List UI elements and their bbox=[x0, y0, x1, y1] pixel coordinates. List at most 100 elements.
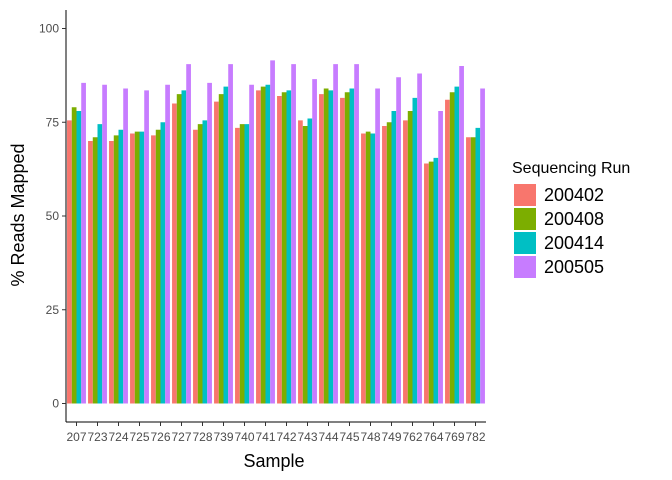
bar bbox=[228, 64, 233, 404]
bar bbox=[354, 64, 359, 404]
x-axis-title: Sample bbox=[243, 451, 304, 471]
bar bbox=[412, 97, 418, 404]
bar-group bbox=[67, 60, 485, 404]
bar bbox=[307, 118, 313, 404]
bar bbox=[319, 94, 324, 404]
x-tick-label: 745 bbox=[339, 430, 359, 444]
legend-swatch bbox=[514, 184, 536, 206]
x-tick-label: 769 bbox=[444, 430, 464, 444]
legend-label: 200505 bbox=[544, 257, 604, 277]
x-tick-label: 740 bbox=[234, 430, 254, 444]
legend-swatch bbox=[514, 232, 536, 254]
y-tick-label: 75 bbox=[46, 115, 60, 129]
bar bbox=[134, 131, 140, 404]
x-tick-label: 739 bbox=[213, 430, 233, 444]
bar bbox=[391, 111, 397, 404]
x-tick-label: 207 bbox=[66, 430, 86, 444]
bar bbox=[176, 94, 182, 404]
bar bbox=[428, 161, 434, 404]
bar bbox=[433, 157, 439, 404]
bar bbox=[76, 111, 82, 404]
bar bbox=[407, 111, 413, 404]
x-tick-label: 723 bbox=[87, 430, 107, 444]
bar bbox=[193, 129, 198, 404]
x-tick-label: 725 bbox=[129, 430, 149, 444]
bar bbox=[375, 88, 380, 404]
bar bbox=[344, 92, 350, 404]
y-tick-label: 0 bbox=[52, 397, 59, 411]
bar bbox=[328, 90, 334, 404]
x-tick-label: 748 bbox=[360, 430, 380, 444]
bar bbox=[214, 101, 219, 404]
y-axis-title: % Reads Mapped bbox=[8, 143, 28, 286]
x-tick-label: 744 bbox=[318, 430, 338, 444]
bar bbox=[172, 103, 177, 404]
x-tick-label: 782 bbox=[465, 430, 485, 444]
bar bbox=[71, 107, 77, 404]
bar bbox=[286, 90, 292, 404]
bar bbox=[277, 96, 282, 404]
bar bbox=[298, 120, 303, 404]
bar bbox=[235, 127, 240, 404]
bar bbox=[97, 124, 103, 404]
bar bbox=[223, 86, 229, 404]
x-tick-label: 764 bbox=[423, 430, 443, 444]
bar bbox=[340, 97, 345, 404]
bar bbox=[382, 126, 387, 404]
bar bbox=[139, 131, 145, 404]
x-tick-label: 741 bbox=[255, 430, 275, 444]
bar bbox=[365, 131, 371, 404]
bar bbox=[424, 163, 429, 404]
x-tick-label: 728 bbox=[192, 430, 212, 444]
y-axis-ticks: 0 25 50 75 100 bbox=[39, 22, 66, 411]
bar bbox=[81, 82, 86, 404]
legend-label: 200408 bbox=[544, 209, 604, 229]
bar bbox=[270, 60, 275, 404]
bar bbox=[197, 124, 203, 404]
bar bbox=[291, 64, 296, 404]
bar bbox=[123, 88, 128, 404]
bar bbox=[281, 92, 287, 404]
bar bbox=[181, 90, 187, 404]
bar bbox=[361, 133, 366, 404]
legend-swatch bbox=[514, 256, 536, 278]
bar bbox=[370, 133, 376, 404]
legend-swatch bbox=[514, 208, 536, 230]
bar bbox=[403, 120, 408, 404]
bar bbox=[155, 129, 161, 404]
bar bbox=[312, 79, 317, 404]
bar bbox=[130, 133, 135, 404]
bar bbox=[256, 90, 261, 404]
bar bbox=[396, 77, 401, 404]
bar bbox=[333, 64, 338, 404]
bar bbox=[186, 64, 191, 404]
bar bbox=[417, 73, 422, 404]
y-tick-label: 100 bbox=[39, 22, 59, 36]
bar bbox=[92, 137, 98, 404]
bar bbox=[239, 124, 245, 404]
x-tick-label: 762 bbox=[402, 430, 422, 444]
bar bbox=[113, 135, 119, 404]
bar bbox=[244, 124, 250, 404]
legend-label: 200414 bbox=[544, 233, 604, 253]
x-tick-label: 727 bbox=[171, 430, 191, 444]
bar bbox=[349, 88, 355, 404]
bar bbox=[480, 88, 485, 404]
bar bbox=[459, 66, 464, 404]
bar bbox=[109, 141, 114, 404]
bar bbox=[466, 137, 471, 404]
bar bbox=[449, 92, 455, 404]
legend-label: 200402 bbox=[544, 185, 604, 205]
bar bbox=[207, 82, 212, 404]
bar bbox=[445, 99, 450, 404]
x-tick-label: 742 bbox=[276, 430, 296, 444]
y-tick-label: 25 bbox=[46, 303, 60, 317]
bar bbox=[144, 90, 149, 404]
bar bbox=[265, 84, 271, 404]
bar bbox=[102, 84, 107, 404]
x-tick-label: 724 bbox=[108, 430, 128, 444]
x-tick-label: 743 bbox=[297, 430, 317, 444]
bar bbox=[118, 129, 124, 404]
y-tick-label: 50 bbox=[46, 209, 60, 223]
x-axis-ticks: 207 723 724 725 726 727 728 739 740 741 742 743 744 7… bbox=[66, 422, 486, 444]
